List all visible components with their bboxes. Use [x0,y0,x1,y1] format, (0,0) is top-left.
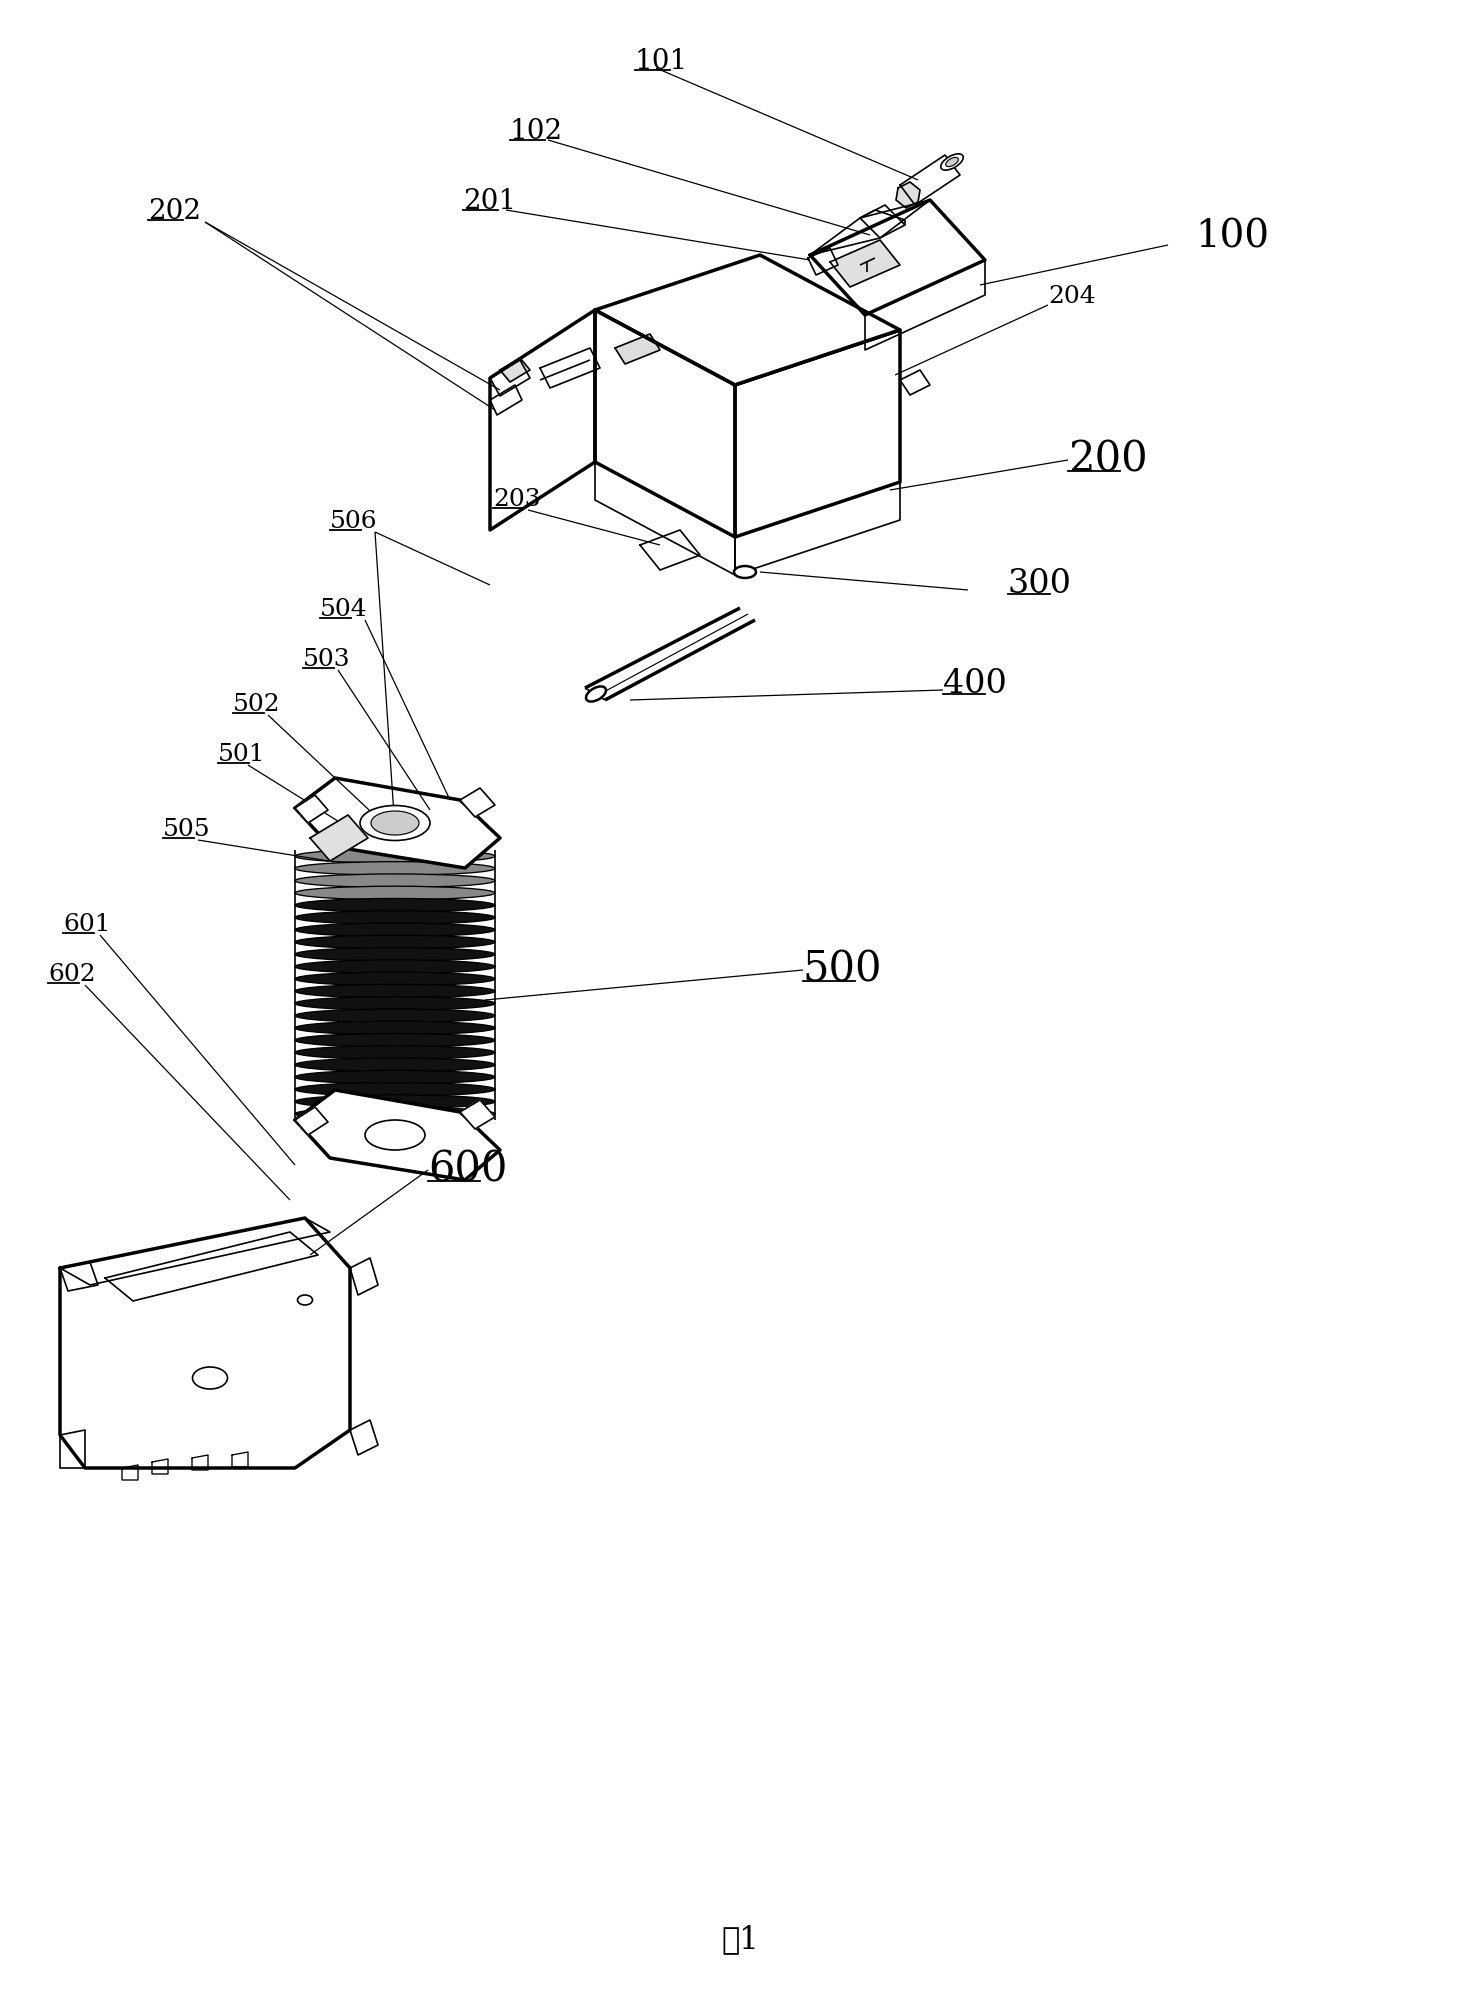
Ellipse shape [295,1045,494,1059]
Ellipse shape [295,973,494,985]
Polygon shape [864,260,986,350]
Polygon shape [105,1233,318,1301]
Polygon shape [61,1263,98,1291]
Polygon shape [460,1100,494,1130]
Polygon shape [61,1430,84,1468]
Text: 202: 202 [148,197,201,226]
Ellipse shape [295,1021,494,1035]
Ellipse shape [366,1120,425,1150]
Polygon shape [595,310,736,538]
Ellipse shape [295,947,494,961]
Text: 102: 102 [511,119,562,145]
Ellipse shape [295,934,494,949]
Polygon shape [295,1090,500,1180]
Polygon shape [595,256,900,385]
Polygon shape [736,330,900,538]
Ellipse shape [297,1295,312,1305]
Polygon shape [900,371,929,395]
Text: 图1: 图1 [721,1925,759,1956]
Polygon shape [295,796,329,824]
Polygon shape [61,1218,330,1285]
Text: 101: 101 [635,48,688,75]
Ellipse shape [295,1033,494,1047]
Polygon shape [121,1464,138,1480]
Polygon shape [295,1108,329,1136]
Polygon shape [349,1259,377,1295]
Polygon shape [540,348,599,389]
Ellipse shape [295,1096,494,1108]
Polygon shape [500,358,530,383]
Text: 501: 501 [218,743,265,765]
Text: 502: 502 [232,693,281,717]
Ellipse shape [295,1108,494,1120]
Polygon shape [860,205,904,238]
Polygon shape [639,530,700,570]
Polygon shape [895,181,921,207]
Ellipse shape [295,886,494,900]
Polygon shape [152,1458,169,1474]
Polygon shape [616,334,660,365]
Ellipse shape [192,1368,228,1390]
Ellipse shape [371,812,419,836]
Polygon shape [349,1420,377,1454]
Text: 200: 200 [1069,437,1147,479]
Ellipse shape [946,157,959,167]
Text: 504: 504 [320,598,367,620]
Ellipse shape [295,1009,494,1023]
Polygon shape [460,787,494,818]
Text: 400: 400 [943,669,1006,701]
Polygon shape [900,155,961,205]
Ellipse shape [586,687,605,701]
Ellipse shape [734,566,756,578]
Ellipse shape [360,806,431,840]
Polygon shape [830,240,900,288]
Ellipse shape [295,1084,494,1096]
Text: 300: 300 [1008,568,1072,600]
Text: 100: 100 [1194,218,1270,256]
Text: 201: 201 [463,187,517,215]
Ellipse shape [295,898,494,912]
Polygon shape [309,816,369,862]
Ellipse shape [295,1069,494,1084]
Ellipse shape [295,862,494,876]
Text: 500: 500 [804,949,882,991]
Text: 600: 600 [428,1148,508,1190]
Text: 602: 602 [47,963,96,987]
Text: 506: 506 [330,510,377,534]
Polygon shape [736,481,900,576]
Polygon shape [295,777,500,868]
Ellipse shape [295,922,494,937]
Polygon shape [61,1218,349,1468]
Ellipse shape [295,985,494,997]
Text: 203: 203 [493,487,540,512]
Ellipse shape [295,874,494,888]
Polygon shape [490,385,522,415]
Polygon shape [192,1454,209,1470]
Ellipse shape [295,910,494,924]
Polygon shape [490,310,595,530]
Polygon shape [595,461,736,576]
Ellipse shape [295,850,494,862]
Text: 601: 601 [64,912,111,937]
Text: 204: 204 [1048,286,1095,308]
Polygon shape [490,361,530,397]
Text: 505: 505 [163,818,210,842]
Polygon shape [232,1452,249,1466]
Text: 503: 503 [303,649,351,671]
Polygon shape [810,199,986,314]
Polygon shape [810,199,929,256]
Ellipse shape [295,1057,494,1071]
Polygon shape [808,248,838,276]
Ellipse shape [295,997,494,1011]
Ellipse shape [295,961,494,973]
Ellipse shape [941,153,963,169]
